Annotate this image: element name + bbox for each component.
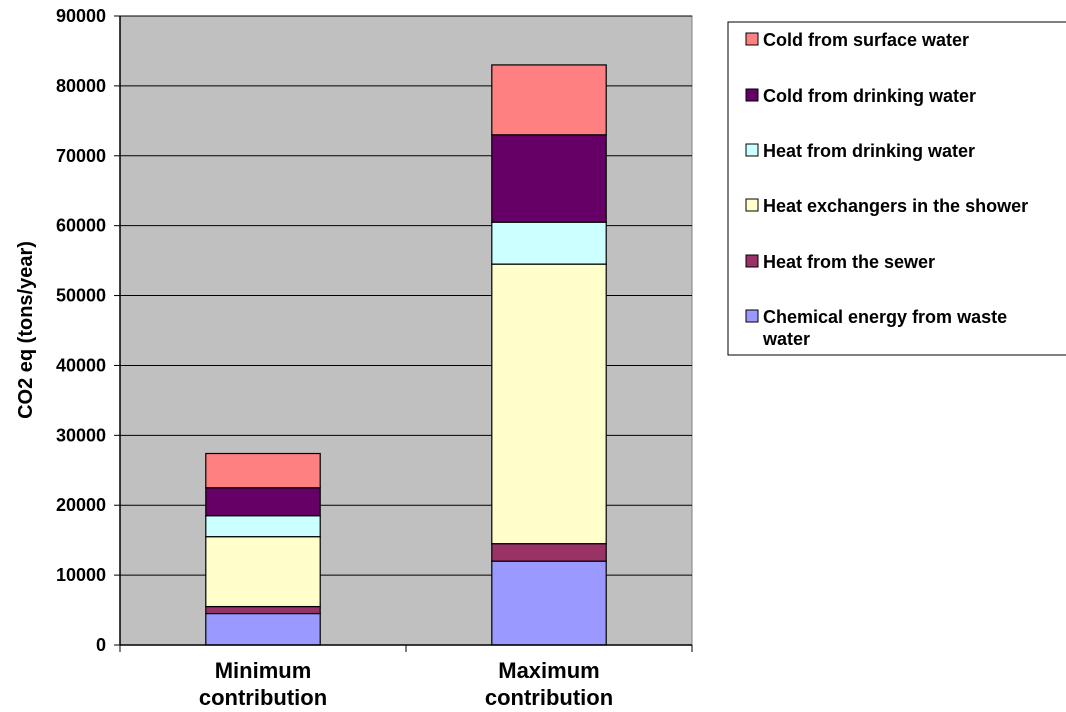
legend: Cold from surface water Cold from drinkin… — [727, 21, 1066, 356]
x-category-label: Minimum contribution — [199, 658, 327, 710]
bar-segment — [205, 536, 321, 608]
bar-segment — [491, 221, 607, 265]
y-tick-label: 70000 — [56, 146, 106, 166]
bar-segment — [205, 452, 321, 489]
legend-entry: Cold from surface water — [763, 30, 969, 50]
bar-segment — [491, 64, 607, 136]
legend-swatch — [745, 254, 759, 268]
bar-segment — [491, 263, 607, 545]
y-tick-label: 20000 — [56, 495, 106, 515]
y-tick-label: 80000 — [56, 76, 106, 96]
legend-swatch — [745, 143, 759, 157]
legend-entry: Heat from drinking water — [763, 141, 975, 161]
legend-swatch — [745, 309, 759, 323]
y-tick-label: 30000 — [56, 425, 106, 445]
y-tick-label: 50000 — [56, 286, 106, 306]
x-category-label: Maximum contribution — [485, 658, 613, 710]
bar-segment — [205, 515, 321, 538]
y-tick-label: 40000 — [56, 355, 106, 375]
y-tick-label: 0 — [96, 635, 106, 655]
y-axis-title: CO2 eq (tons/year) — [15, 241, 37, 419]
bar-segment — [491, 560, 607, 646]
legend-swatch — [745, 198, 759, 212]
axes: 0 10000 20000 30000 40000 50000 60000 70000 8000… — [56, 6, 693, 710]
legend-swatch — [745, 32, 759, 46]
y-tick-label: 60000 — [56, 216, 106, 236]
legend-entry: Heat from the sewer — [763, 252, 935, 272]
y-tick-label: 90000 — [56, 6, 106, 26]
legend-entry: Cold from drinking water — [763, 86, 976, 106]
bar-segment — [491, 134, 607, 223]
y-tick-label: 10000 — [56, 565, 106, 585]
bar-segment — [205, 612, 321, 646]
legend-entry: Chemical energy from waste water — [762, 307, 1007, 349]
bar-segment — [205, 487, 321, 517]
legend-box — [727, 21, 1066, 356]
bar-segment — [205, 605, 321, 615]
bars — [205, 64, 607, 646]
legend-swatch — [745, 88, 759, 102]
legend-entry: Heat exchangers in the shower — [763, 196, 1028, 216]
bar-segment — [491, 543, 607, 562]
